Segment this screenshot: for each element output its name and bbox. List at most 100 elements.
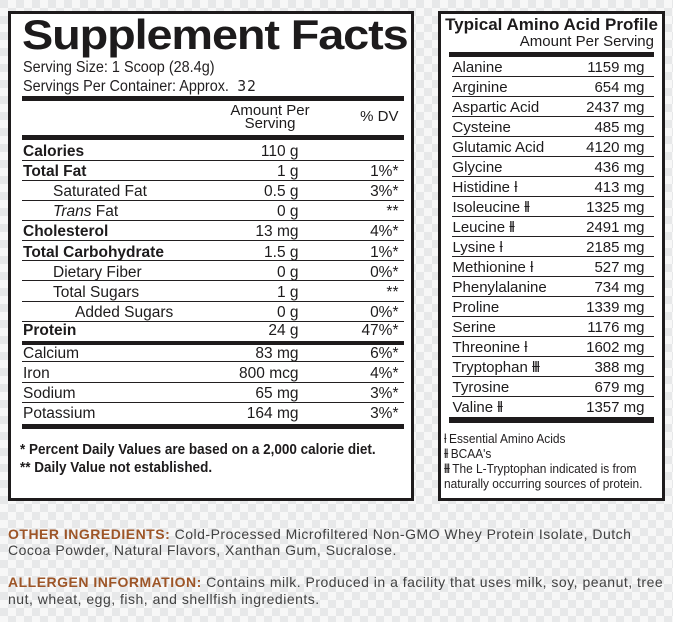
percent-dv-header: % DV [360, 108, 399, 126]
amino-acid-amount: 527 mg [594, 259, 645, 277]
amino-acid-row: Tyrosine 679 mg [451, 377, 654, 397]
amino-acid-name: Histidine ƚ [452, 179, 518, 197]
amino-acid-amount: 1339 mg [586, 299, 645, 317]
nutrient-dv: 1%* [370, 243, 399, 261]
footnote-line: * Percent Daily Values are based on a 2,… [20, 440, 376, 458]
mineral-amount: 800 mcg [239, 364, 299, 382]
ingredients-text: Cold-Processed Microfiltered Non-GMO Whe… [8, 525, 632, 559]
nutrient-amount: 0.5 g [264, 183, 299, 201]
ingredients-label: OTHER INGREDIENTS: [8, 525, 171, 542]
mineral-row: Calcium 83 mg 6%* [22, 342, 404, 363]
amino-acid-amount: 436 mg [594, 159, 645, 177]
ingredients-section: OTHER INGREDIENTS: Cold-Processed Microf… [8, 526, 668, 622]
footnote-line: ƚ Essential Amino Acids [444, 430, 566, 446]
nutrient-row: Trans Fat 0 g ** [22, 201, 404, 222]
mineral-dv: 6%* [370, 344, 399, 362]
amino-acid-title: Typical Amino Acid Profile [445, 15, 658, 34]
amino-acid-amount: 1176 mg [587, 319, 645, 337]
mineral-name: Iron [23, 364, 50, 382]
nutrient-dv: 1%* [370, 163, 399, 181]
amount-per-serving-subtitle: Amount Per Serving [519, 32, 654, 50]
amino-acid-panel: Typical Amino Acid Profile Amount Per Se… [438, 11, 665, 501]
amino-acid-mark: ƚƚ [524, 199, 530, 217]
amino-acid-row: Lysine ƚ 2185 mg [451, 237, 654, 257]
amino-acid-row: Cysteine 485 mg [451, 117, 654, 137]
nutrient-name: Dietary Fiber [53, 263, 142, 281]
divider-thick-bar [22, 340, 404, 345]
amino-acid-name: Cysteine [452, 119, 511, 137]
divider-thick-bar [22, 423, 404, 429]
divider-thick-bar [449, 417, 654, 423]
amino-acid-name: Alanine [452, 59, 503, 77]
nutrient-amount: 1 g [276, 283, 299, 301]
nutrient-name: Total Carbohydrate [23, 243, 164, 261]
nutrient-name: Trans Fat [53, 203, 119, 221]
mineral-rows: Calcium 83 mg 6%* Iron 800 mcg 4%* Sodiu… [22, 342, 404, 423]
nutrient-rows: Calories 110 g Total Fat 1 g 1%* Saturat… [22, 141, 404, 341]
divider-thick-bar [22, 134, 404, 140]
amino-acid-amount: 4120 mg [586, 139, 645, 157]
amino-acid-row: Proline 1339 mg [451, 297, 654, 317]
amino-acid-row: Glycine 436 mg [451, 157, 654, 177]
nutrient-row: Total Fat 1 g 1%* [22, 161, 404, 181]
nutrient-row: Total Carbohydrate 1.5 g 1%* [22, 241, 404, 262]
supplement-facts-title: Supplement Facts [22, 10, 409, 58]
ingredients-label: ALLERGEN INFORMATION: [8, 574, 202, 591]
amino-acid-row: Glutamic Acid 4120 mg [451, 137, 654, 157]
amino-acid-row: Arginine 654 mg [451, 77, 654, 97]
mineral-dv: 3%* [370, 405, 399, 423]
amino-acid-row: Histidine ƚ 413 mg [451, 177, 654, 197]
amino-acid-amount: 1325 mg [586, 199, 645, 217]
amino-acid-name: Valine ƚƚ [452, 399, 503, 417]
mineral-name: Calcium [23, 344, 79, 362]
amino-acid-row: Tryptophan ƚƚƚ 388 mg [451, 357, 654, 377]
mineral-amount: 65 mg [255, 384, 299, 402]
mineral-amount: 83 mg [255, 344, 299, 362]
amino-acid-amount: 1602 mg [586, 339, 645, 357]
daily-value-footnotes: * Percent Daily Values are based on a 2,… [20, 441, 376, 477]
nutrient-name: Calories [23, 142, 85, 160]
amino-acid-name: Serine [452, 319, 496, 337]
amino-acid-amount: 2491 mg [586, 219, 645, 237]
amino-acid-name: Proline [452, 299, 500, 317]
nutrient-amount: 13 mg [255, 223, 299, 241]
nutrient-amount: 24 g [268, 321, 299, 339]
mineral-row: Iron 800 mcg 4%* [22, 362, 404, 383]
amino-acid-row: Threonine ƚ 1602 mg [451, 337, 654, 357]
amino-acid-name: Leucine ƚƚ [452, 219, 515, 237]
amino-acid-amount: 734 mg [594, 279, 645, 297]
mineral-amount: 164 mg [246, 405, 299, 423]
amino-acid-name: Arginine [452, 79, 508, 97]
nutrient-dv: 0%* [370, 263, 399, 281]
nutrient-amount: 0 g [276, 304, 299, 322]
nutrient-dv: 3%* [370, 183, 399, 201]
amino-acid-row: Alanine 1159 mg [451, 57, 654, 77]
nutrient-row: Cholesterol 13 mg 4%* [22, 221, 404, 242]
mineral-dv: 4%* [370, 364, 399, 382]
amino-acid-name: Threonine ƚ [452, 339, 528, 357]
ingredients-paragraph: OTHER INGREDIENTS: Cold-Processed Microf… [8, 526, 668, 559]
mineral-name: Potassium [23, 405, 96, 423]
amino-acid-row: Aspartic Acid 2437 mg [451, 97, 654, 117]
amino-acid-row: Phenylalanine 734 mg [451, 277, 654, 297]
nutrient-name: Protein [23, 321, 77, 339]
amino-acid-name: Methionine ƚ [452, 259, 534, 277]
amino-acid-name: Isoleucine ƚƚ [452, 199, 530, 217]
servings-per-container-label: Servings Per Container: Approx. [23, 77, 229, 95]
nutrient-dv: ** [386, 203, 399, 221]
nutrient-name: Total Sugars [53, 283, 140, 301]
nutrient-dv: 47%* [361, 321, 399, 339]
nutrient-row: Saturated Fat 0.5 g 3%* [22, 181, 404, 201]
amino-acid-row: Valine ƚƚ 1357 mg [452, 397, 655, 417]
nutrient-row: Added Sugars 0 g 0%* [22, 302, 404, 322]
divider-thick-bar [22, 95, 404, 101]
amino-acid-mark: ƚ [530, 259, 534, 277]
nutrient-amount: 1.5 g [264, 243, 299, 261]
divider-thick-bar [449, 51, 654, 57]
amino-acid-mark: ƚ [524, 339, 528, 357]
amino-acid-name: Tryptophan ƚƚƚ [452, 359, 541, 377]
mineral-dv: 3%* [370, 384, 399, 402]
ingredients-paragraph: ALLERGEN INFORMATION: Contains milk. Pro… [8, 574, 668, 607]
amino-acid-mark: ƚ [514, 179, 518, 197]
mineral-name: Sodium [23, 384, 76, 402]
